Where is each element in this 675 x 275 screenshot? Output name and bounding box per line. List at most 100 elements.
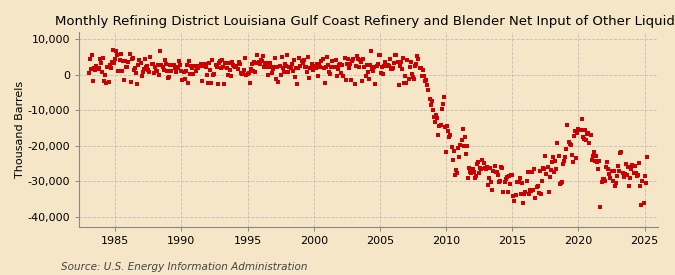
Point bbox=[617, 171, 628, 175]
Point bbox=[568, 159, 578, 164]
Point bbox=[111, 49, 122, 54]
Point bbox=[164, 75, 175, 80]
Point bbox=[152, 69, 163, 73]
Point bbox=[476, 167, 487, 171]
Point bbox=[639, 174, 650, 178]
Point bbox=[506, 173, 516, 177]
Point bbox=[504, 174, 514, 178]
Point bbox=[585, 133, 596, 138]
Point bbox=[138, 67, 149, 71]
Point bbox=[577, 134, 588, 139]
Point bbox=[197, 79, 208, 83]
Point bbox=[219, 82, 230, 87]
Point bbox=[105, 66, 116, 70]
Point bbox=[496, 165, 507, 170]
Point bbox=[445, 133, 456, 137]
Point bbox=[415, 65, 426, 70]
Point bbox=[194, 64, 205, 69]
Point bbox=[315, 64, 326, 69]
Point bbox=[632, 174, 643, 178]
Point bbox=[130, 65, 140, 70]
Point bbox=[201, 73, 212, 77]
Point bbox=[593, 167, 603, 171]
Point bbox=[209, 72, 220, 76]
Point bbox=[516, 192, 526, 196]
Point bbox=[526, 189, 537, 193]
Point bbox=[175, 63, 186, 67]
Point bbox=[185, 72, 196, 76]
Point bbox=[472, 162, 483, 167]
Point bbox=[398, 56, 408, 60]
Point bbox=[114, 58, 125, 62]
Point bbox=[370, 82, 381, 86]
Point bbox=[406, 60, 416, 65]
Point bbox=[145, 55, 156, 59]
Point bbox=[427, 99, 437, 103]
Point bbox=[400, 74, 410, 78]
Point bbox=[190, 69, 201, 73]
Point bbox=[454, 155, 464, 159]
Point bbox=[321, 64, 331, 69]
Point bbox=[170, 70, 181, 75]
Point bbox=[335, 62, 346, 67]
Point bbox=[277, 66, 288, 71]
Point bbox=[128, 68, 139, 72]
Point bbox=[382, 63, 393, 68]
Point bbox=[178, 70, 189, 75]
Point bbox=[566, 153, 577, 157]
Point bbox=[272, 65, 283, 70]
Point bbox=[234, 62, 245, 66]
Point bbox=[291, 66, 302, 70]
Point bbox=[340, 56, 350, 60]
Point bbox=[464, 166, 475, 170]
Point bbox=[500, 177, 511, 182]
Point bbox=[544, 175, 555, 179]
Point bbox=[134, 57, 145, 62]
Point bbox=[194, 64, 205, 68]
Point bbox=[177, 77, 188, 82]
Point bbox=[123, 60, 134, 65]
Point bbox=[517, 180, 528, 185]
Point bbox=[92, 66, 103, 71]
Point bbox=[361, 63, 372, 67]
Point bbox=[608, 168, 619, 173]
Point bbox=[589, 149, 599, 154]
Point bbox=[210, 63, 221, 67]
Point bbox=[132, 82, 142, 86]
Point bbox=[375, 53, 385, 57]
Point bbox=[323, 63, 333, 67]
Point bbox=[599, 178, 610, 183]
Point bbox=[443, 128, 454, 133]
Point bbox=[530, 196, 541, 200]
Point bbox=[539, 167, 549, 172]
Point bbox=[86, 53, 97, 57]
Point bbox=[425, 103, 436, 107]
Point bbox=[227, 60, 238, 64]
Point bbox=[381, 64, 392, 69]
Y-axis label: Thousand Barrels: Thousand Barrels bbox=[15, 81, 25, 178]
Point bbox=[225, 68, 236, 72]
Point bbox=[493, 180, 504, 184]
Point bbox=[489, 164, 500, 168]
Point bbox=[391, 53, 402, 57]
Point bbox=[551, 166, 562, 171]
Point bbox=[109, 61, 119, 65]
Point bbox=[252, 53, 263, 57]
Point bbox=[229, 64, 240, 68]
Point bbox=[294, 56, 305, 60]
Point bbox=[107, 48, 118, 53]
Point bbox=[238, 72, 248, 76]
Point bbox=[552, 141, 563, 145]
Point bbox=[95, 61, 106, 65]
Point bbox=[401, 81, 412, 86]
Point bbox=[431, 112, 441, 117]
Point bbox=[182, 81, 193, 85]
Point bbox=[221, 65, 232, 70]
Point bbox=[436, 107, 447, 112]
Point bbox=[143, 68, 154, 72]
Point bbox=[199, 62, 210, 66]
Point bbox=[429, 115, 439, 119]
Point bbox=[497, 166, 508, 170]
Point bbox=[317, 57, 328, 61]
Point bbox=[115, 52, 126, 57]
